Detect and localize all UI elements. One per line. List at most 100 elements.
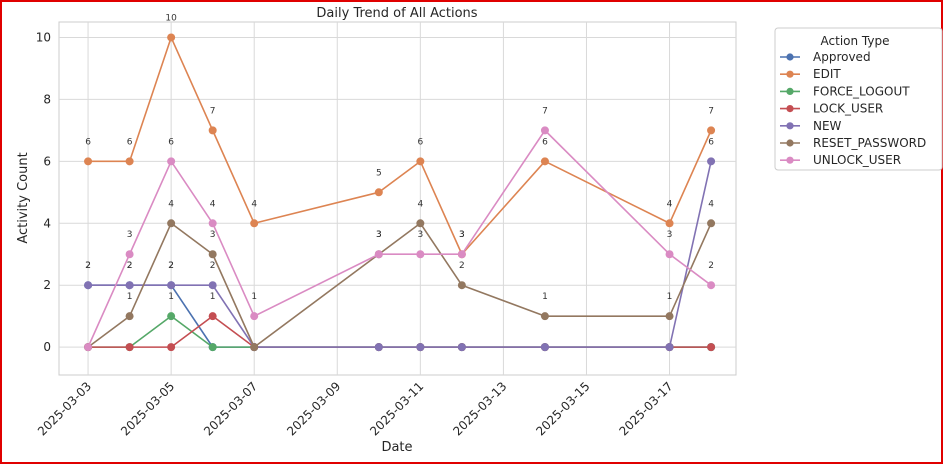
- y-tick-label: 6: [43, 154, 51, 168]
- data-point-edit: [707, 126, 716, 135]
- data-point-new: [457, 343, 466, 352]
- data-label: 2: [127, 261, 133, 271]
- data-label: 7: [210, 106, 216, 116]
- y-axis-title: Activity Count: [16, 152, 31, 243]
- data-label: 2: [168, 261, 174, 271]
- data-label: 2: [210, 261, 216, 271]
- data-label: 2: [168, 261, 174, 271]
- data-label: 7: [542, 106, 548, 116]
- data-label: 3: [376, 230, 382, 240]
- data-label: 4: [251, 199, 257, 209]
- legend-label-new: NEW: [813, 119, 842, 133]
- x-tick-label: 2025-03-15: [533, 379, 592, 438]
- data-point-edit: [540, 157, 549, 166]
- data-point-unlock-user: [167, 157, 176, 166]
- data-label: 5: [376, 168, 382, 178]
- data-point-reset-password: [250, 343, 259, 352]
- data-label: 2: [127, 261, 133, 271]
- data-label: 4: [667, 199, 673, 209]
- y-tick-label: 8: [43, 92, 51, 106]
- data-point-unlock-user: [457, 250, 466, 259]
- data-point-unlock-user: [125, 250, 134, 259]
- data-label: 3: [459, 230, 465, 240]
- data-point-edit: [416, 157, 425, 166]
- data-label: 1: [127, 292, 133, 302]
- legend-label-approved: Approved: [813, 50, 871, 64]
- data-label: 6: [127, 137, 133, 147]
- x-tick-label: 2025-03-07: [201, 379, 260, 438]
- data-label: 1: [667, 292, 673, 302]
- data-point-reset-password: [125, 312, 134, 321]
- data-label: 3: [417, 230, 423, 240]
- y-tick-label: 2: [43, 278, 51, 292]
- chart-title: Daily Trend of All Actions: [316, 6, 477, 21]
- legend-marker-lock-user: [786, 105, 794, 113]
- data-point-unlock-user: [84, 343, 93, 352]
- legend-marker-unlock-user: [786, 156, 794, 164]
- data-point-unlock-user: [416, 250, 425, 259]
- data-point-new: [416, 343, 425, 352]
- data-point-reset-password: [540, 312, 549, 321]
- x-tick-label: 2025-03-13: [450, 379, 509, 438]
- data-point-unlock-user: [374, 250, 383, 259]
- data-point-edit: [665, 219, 674, 228]
- x-tick-label: 2025-03-03: [35, 379, 94, 438]
- data-point-lock-user: [707, 343, 716, 352]
- data-label: 3: [667, 230, 673, 240]
- data-label: 3: [376, 230, 382, 240]
- data-point-edit: [125, 157, 134, 166]
- legend-marker-force-logout: [786, 87, 794, 95]
- legend-marker-new: [786, 122, 794, 130]
- data-point-reset-password: [665, 312, 674, 321]
- data-label: 1: [210, 292, 216, 302]
- data-label: 1: [168, 292, 174, 302]
- data-point-lock-user: [125, 343, 134, 352]
- data-point-new: [125, 281, 134, 290]
- legend: Action Type Approved EDIT FORCE_LOGOUT LOCK…: [774, 27, 943, 171]
- legend-label-force-logout: FORCE_LOGOUT: [813, 84, 910, 98]
- legend-box: [774, 27, 943, 171]
- data-label: 4: [210, 199, 216, 209]
- y-tick-label: 4: [43, 216, 51, 230]
- data-point-unlock-user: [540, 126, 549, 135]
- data-label: 6: [168, 137, 174, 147]
- data-point-unlock-user: [250, 312, 259, 321]
- x-tick-label: 2025-03-05: [118, 379, 177, 438]
- data-label: 2: [459, 261, 465, 271]
- x-tick-label: 2025-03-09: [284, 379, 343, 438]
- data-point-new: [707, 157, 716, 166]
- data-point-unlock-user: [208, 219, 217, 228]
- data-point-edit: [208, 126, 217, 135]
- data-label: 4: [168, 199, 174, 209]
- plot-area: [58, 21, 737, 376]
- x-tick-label: 2025-03-17: [616, 379, 675, 438]
- data-point-lock-user: [208, 312, 217, 321]
- data-point-new: [540, 343, 549, 352]
- data-point-lock-user: [167, 343, 176, 352]
- data-label: 7: [708, 106, 714, 116]
- legend-label-lock-user: LOCK_USER: [813, 102, 883, 116]
- data-label: 6: [85, 137, 91, 147]
- data-label: 4: [708, 199, 714, 209]
- data-point-new: [665, 343, 674, 352]
- data-label: 2: [85, 261, 91, 271]
- legend-title: Action Type: [821, 34, 890, 48]
- data-point-force-logout: [167, 312, 176, 321]
- legend-label-unlock-user: UNLOCK_USER: [813, 153, 901, 167]
- data-label: 1: [542, 292, 548, 302]
- data-point-reset-password: [707, 219, 716, 228]
- data-point-reset-password: [167, 219, 176, 228]
- data-point-new: [374, 343, 383, 352]
- x-tick-label: 2025-03-11: [367, 379, 426, 438]
- data-label: 1: [251, 292, 257, 302]
- legend-label-reset-password: RESET_PASSWORD: [813, 136, 926, 150]
- legend-marker-edit: [786, 70, 794, 78]
- data-point-edit: [374, 188, 383, 197]
- legend-marker-reset-password: [786, 139, 794, 147]
- data-label: 3: [127, 230, 133, 240]
- data-point-reset-password: [416, 219, 425, 228]
- legend-marker-approved: [786, 53, 794, 61]
- data-label: 2: [85, 261, 91, 271]
